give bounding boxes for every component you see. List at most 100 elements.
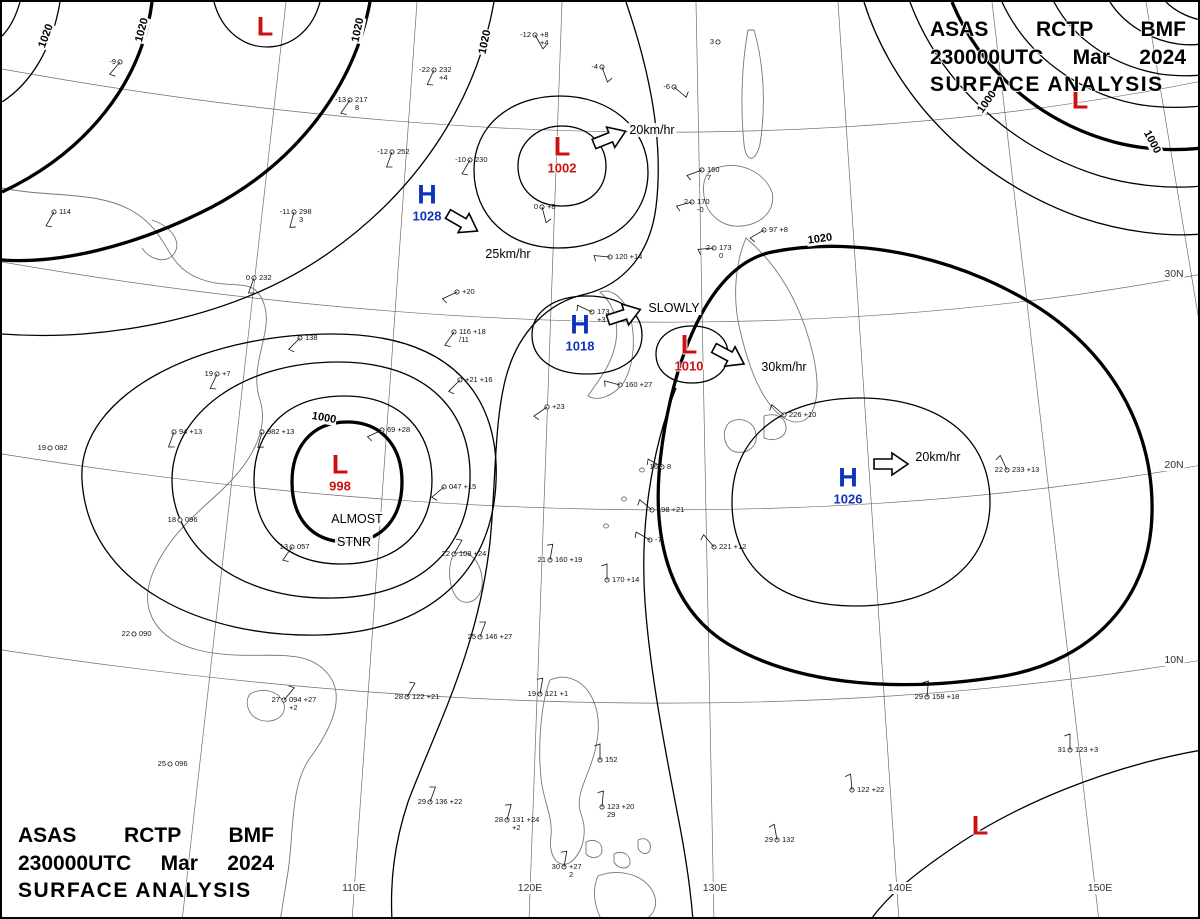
station-temp: -4 (591, 62, 598, 71)
isobar-ne-5 (1109, 2, 1198, 46)
station-pressure: -7 (655, 535, 662, 544)
meridian-110e (351, 2, 418, 917)
station-temp: 29 (417, 797, 426, 806)
annotation-label: 20km/hr (627, 123, 677, 137)
title-line-2: 230000UTC Mar 2024 (930, 45, 1186, 69)
wind-barb (749, 229, 765, 243)
station-pressure: 152 (605, 755, 618, 764)
wind-barb (209, 373, 218, 390)
station-temp: 22 (121, 629, 130, 638)
station-pressure: 198 +21 (657, 505, 685, 514)
station-pressure: +20 (462, 287, 475, 296)
station-pressure: 221 +12 (719, 542, 747, 551)
station-temp: -9 (109, 57, 116, 66)
latitude-label: 30N (1163, 268, 1185, 280)
isobar-1020 (2, 2, 372, 263)
wind-barb (594, 743, 601, 760)
pressure-system-value: 998 (329, 478, 351, 494)
wind-barb (637, 499, 653, 511)
station-pressure: 252 (397, 147, 410, 156)
station-temp: 28 (494, 815, 503, 824)
station-circle (177, 517, 183, 523)
isobar-ne-4 (1053, 2, 1198, 77)
isobar-long-west (390, 2, 659, 917)
station-extra: 2 (569, 870, 574, 879)
wind-barb (441, 291, 458, 304)
title-line-2: 230000UTC Mar 2024 (18, 851, 274, 875)
motion-arrow-high-1018 (605, 302, 642, 327)
wind-barb (675, 201, 693, 212)
wind-barb (283, 685, 295, 701)
isobar (2, 2, 495, 337)
motion-arrow-high-1026 (873, 451, 910, 477)
wind-barb (453, 538, 463, 555)
wind-barb (597, 790, 604, 808)
station-temp: 29 (914, 692, 923, 701)
station-temp: -12 (520, 30, 531, 39)
isobar-ne-2 (909, 2, 1198, 188)
station-extra: 0 (719, 251, 724, 260)
coast-mindanao (594, 872, 656, 917)
station-temp: 3 (709, 37, 714, 46)
station-pressure: 082 (55, 443, 68, 452)
station-temp: -6 (663, 82, 670, 91)
station-pressure: 982 +13 (267, 427, 295, 436)
wind-barb (444, 331, 455, 348)
coast-honshu (735, 237, 818, 423)
pressure-system-symbol: L (331, 449, 349, 480)
wind-barb (461, 159, 471, 176)
wind-barb (844, 773, 853, 791)
station-extra: 29 (607, 810, 616, 819)
station-pressure: 230 (475, 155, 488, 164)
latitude-label: 10N (1163, 654, 1185, 666)
station-pressure: 232 (259, 273, 272, 282)
station-temp: 22 (994, 465, 1003, 474)
station-pressure: 121 +1 (545, 689, 569, 698)
station-extra: -0 (697, 205, 704, 214)
station-pressure: 096 (185, 515, 198, 524)
title-line-3: SURFACE ANALYSIS (930, 73, 1164, 97)
isobar-ne-1 (863, 2, 1198, 236)
station-pressure: +8 (547, 202, 556, 211)
wind-barb (601, 66, 613, 83)
station-temp: 13 (279, 542, 288, 551)
station-pressure: 217 (355, 95, 368, 104)
wind-barb (406, 681, 416, 698)
longitude-label: 120E (516, 882, 544, 894)
title-line-1: ASAS RCTP BMF (18, 824, 274, 847)
coast-luzon (539, 676, 599, 865)
wind-barb (995, 454, 1008, 471)
station-pressure: 160 +27 (625, 380, 653, 389)
station-pressure: 298 (299, 207, 312, 216)
station-temp: -12 (377, 147, 388, 156)
wind-barb (700, 534, 715, 548)
station-pressure: 108 +24 (459, 549, 487, 558)
coast-hokkaido (703, 165, 774, 227)
wind-barb (447, 379, 461, 395)
coast-shikoku (763, 414, 787, 440)
wind-barb (1064, 733, 1071, 750)
annotation-label: 25km/hr (483, 247, 533, 261)
station-pressure: 160 +19 (555, 555, 583, 564)
station-pressure: 132 (782, 835, 795, 844)
wind-barb (546, 543, 554, 561)
wind-barb (257, 431, 264, 448)
pressure-system-symbol: L (256, 11, 274, 42)
station-temp: 31 (1057, 745, 1066, 754)
coast-visayas-3 (637, 838, 651, 854)
latitude-label: 20N (1163, 459, 1185, 471)
wind-barb (247, 277, 255, 294)
station-pressure: 120 +14 (615, 252, 643, 261)
station-pressure: 090 (139, 629, 152, 638)
station-pressure: 94 +13 (179, 427, 203, 436)
wind-barb (593, 255, 611, 262)
coast-ryukyu-1 (639, 467, 645, 473)
wind-barb (479, 621, 487, 638)
pressure-system: H 1026 (834, 464, 863, 506)
station-pressure: 122 +22 (857, 785, 885, 794)
annotation-label: ALMOST (329, 512, 385, 526)
station-pressure: +27 (569, 862, 582, 871)
station-pressure: 116 +18 (459, 327, 486, 336)
parallel-20n (2, 453, 1198, 511)
